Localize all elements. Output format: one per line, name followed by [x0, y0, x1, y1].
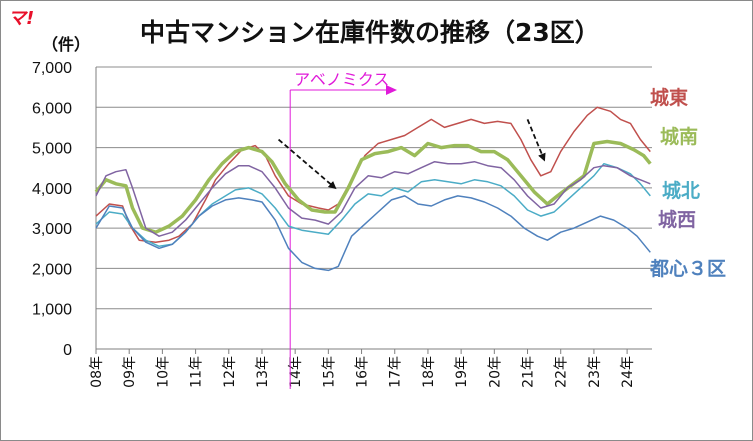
x-tick-label: 12年: [222, 356, 238, 388]
x-tick-label: 08年: [89, 356, 105, 388]
y-tick-label: 2,000: [32, 261, 72, 278]
x-tick-label: 22年: [554, 356, 570, 388]
y-tick-label: 4,000: [32, 181, 72, 198]
x-tick-label: 17年: [388, 356, 404, 388]
series-label-城南: 城南: [660, 125, 698, 148]
x-tick-label: 24年: [620, 356, 636, 388]
y-tick-label: 3,000: [32, 221, 72, 238]
series-line-城東: [95, 106, 651, 243]
trend-arrow: [277, 138, 337, 190]
series-label-都心３区: 都心３区: [649, 258, 726, 280]
x-tick-label: 16年: [355, 356, 371, 388]
x-tick-label: 14年: [288, 356, 304, 388]
x-tick-label: 13年: [255, 356, 271, 388]
abenomics-label: アベノミクス: [294, 70, 389, 89]
x-tick-label: 10年: [155, 356, 171, 388]
x-tick-label: 09年: [122, 356, 138, 388]
y-tick-label: 7,000: [32, 60, 72, 77]
y-axis-unit-label: （件）: [42, 35, 90, 54]
chart-title: 中古マンション在庫件数の推移（23区）: [140, 18, 600, 47]
x-tick-label: 18年: [421, 356, 437, 388]
abenomics-arrow-head: [386, 85, 397, 95]
x-tick-label: 19年: [454, 356, 470, 388]
y-tick-label: 0: [63, 342, 72, 359]
y-tick-label: 1,000: [32, 302, 72, 319]
x-tick-label: 23年: [587, 356, 603, 388]
x-tick-label: 15年: [321, 356, 337, 388]
series-label-城北: 城北: [662, 179, 700, 202]
y-tick-label: 5,000: [32, 141, 72, 158]
y-tick-labels: 0 1,000 2,000 3,000 4,000 5,000 6,000 7,000: [32, 60, 72, 359]
x-tick-labels: 08年 09年 10年 11年 12年 13年 14年 15年 16年 17年 18年 19年 20年 2…: [89, 356, 636, 388]
x-tick-label: 21年: [521, 356, 537, 388]
annotations: アベノミクス: [277, 70, 546, 389]
x-tick-label: 11年: [189, 356, 205, 388]
logo-mark: マ!: [8, 8, 34, 29]
series-label-城西: 城西: [658, 208, 696, 231]
series-label-城東: 城東: [650, 86, 688, 109]
series-line-城西: [95, 160, 651, 237]
series-line-都心３区: [95, 195, 651, 272]
series-line-城南: [94, 139, 652, 234]
series-lines: [94, 106, 652, 272]
axes: [95, 67, 652, 354]
trend-arrow: [526, 119, 546, 162]
y-tick-label: 6,000: [32, 100, 72, 117]
x-tick-label: 20年: [487, 356, 503, 388]
